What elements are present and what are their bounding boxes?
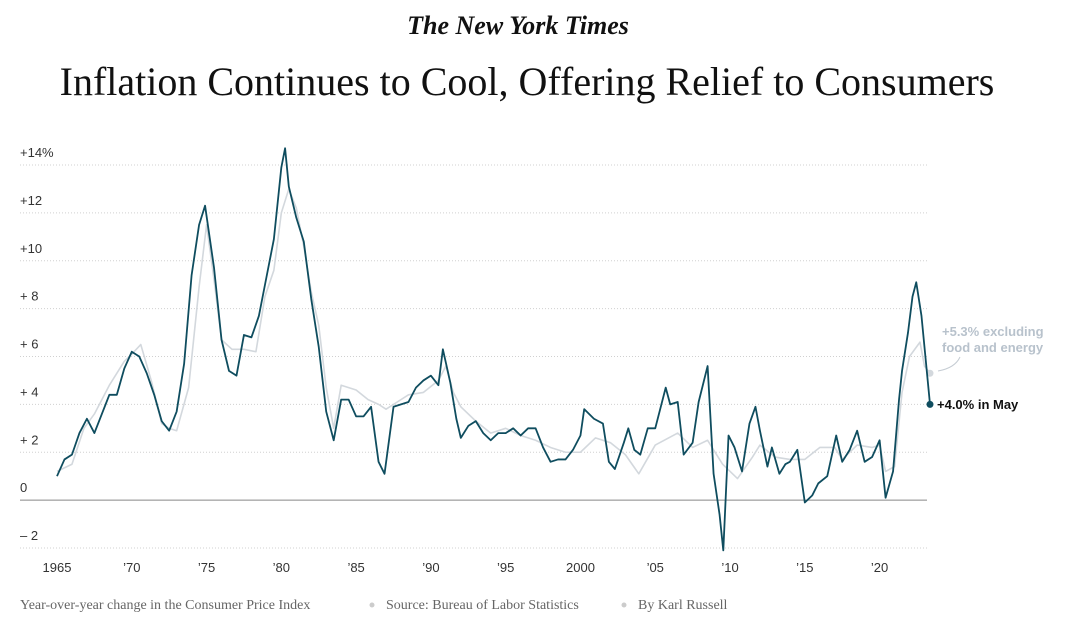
x-tick-label: ’75	[198, 560, 215, 575]
series-line	[56, 147, 931, 552]
plot: +14% +12 +10 + 8 + 6 + 4 + 2 0 – 2 1965 ’70 ’75 ’80 ’…	[20, 145, 934, 575]
end-point	[926, 369, 934, 377]
x-tick-label: ’20	[871, 560, 888, 575]
x-tick-label: ’95	[497, 560, 514, 575]
separator	[621, 602, 627, 608]
x-tick-label: 1965	[43, 560, 72, 575]
brand: The New York Times	[407, 11, 629, 40]
x-tick-label: ’05	[647, 560, 664, 575]
y-tick-label: +12	[20, 193, 42, 208]
x-tick-label: ’10	[721, 560, 738, 575]
end-point	[926, 400, 934, 408]
x-tick-label: ’90	[422, 560, 439, 575]
y-tick-label: + 4	[20, 384, 38, 399]
y-tick-label: + 2	[20, 432, 38, 447]
footer-source: Source: Bureau of Labor Statistics	[386, 598, 579, 613]
annotation-arrow	[937, 356, 961, 372]
chart-title: Inflation Continues to Cool, Offering Re…	[60, 59, 995, 104]
footer-note: Year-over-year change in the Consumer Pr…	[20, 598, 310, 613]
y-tick-label: 0	[20, 480, 27, 495]
annotation: +4.0% in May	[937, 397, 1019, 412]
footer-byline: By Karl Russell	[638, 598, 728, 613]
x-tick-label: ’15	[796, 560, 813, 575]
x-tick-label: ’70	[123, 560, 140, 575]
series-line	[56, 188, 931, 480]
annotation: food and energy	[942, 340, 1044, 355]
y-tick-label: + 8	[20, 289, 38, 304]
x-tick-label: ’80	[273, 560, 290, 575]
y-tick-label: – 2	[20, 528, 38, 543]
y-tick-label: +10	[20, 241, 42, 256]
x-tick-label: ’85	[347, 560, 364, 575]
separator	[369, 602, 375, 608]
y-tick-label: + 6	[20, 337, 38, 352]
y-tick-label: +14%	[20, 145, 54, 160]
annotation: +5.3% excluding	[942, 324, 1044, 339]
x-tick-label: 2000	[566, 560, 595, 575]
